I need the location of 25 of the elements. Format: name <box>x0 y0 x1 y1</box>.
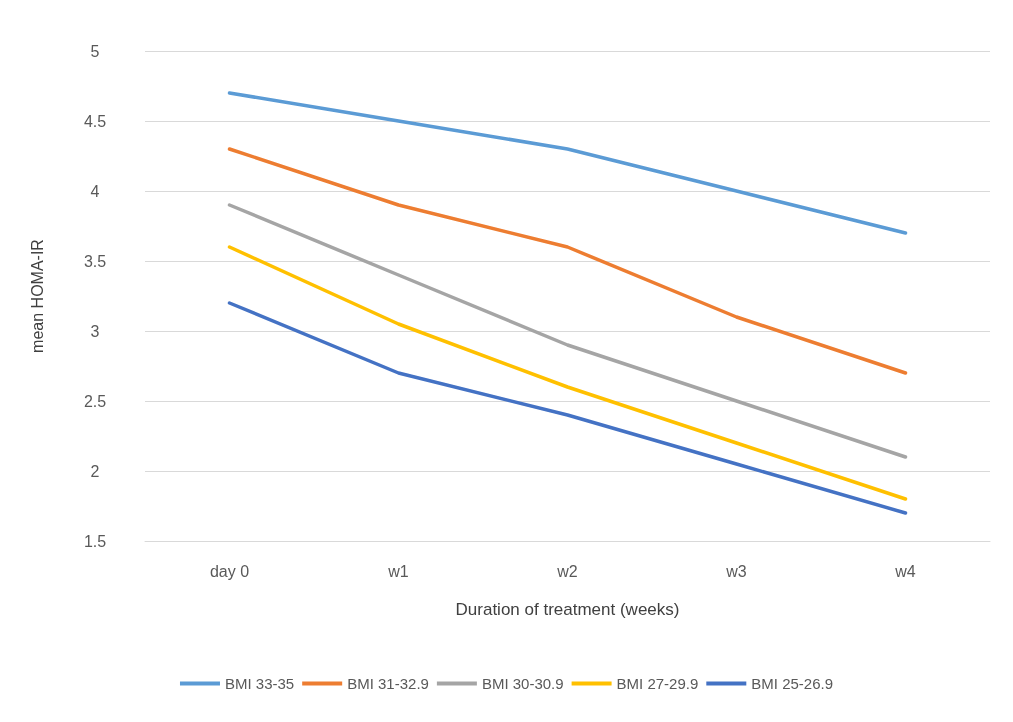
legend-label: BMI 30-30.9 <box>481 675 564 692</box>
x-tick-label: w2 <box>556 562 578 580</box>
x-tick-label: day 0 <box>209 562 250 580</box>
line-series <box>227 91 908 235</box>
x-axis-title: Duration of treatment (weeks) <box>455 600 680 619</box>
x-tick-label: w1 <box>387 562 409 580</box>
legend-label: BMI 27-29.9 <box>616 675 699 692</box>
x-tick-label: w4 <box>894 562 916 580</box>
y-tick-label: 4.5 <box>83 112 107 130</box>
x-tick-label: w3 <box>725 562 747 580</box>
line-series <box>227 245 908 501</box>
line-series <box>227 203 908 459</box>
y-tick-label: 1.5 <box>83 532 107 550</box>
y-tick-label: 3.5 <box>83 252 107 270</box>
y-tick-label: 3 <box>90 322 100 340</box>
line-series <box>227 301 908 515</box>
legend-label: BMI 33-35 <box>224 675 295 692</box>
y-tick-label: 2.5 <box>83 392 107 410</box>
y-tick-label: 2 <box>90 462 100 480</box>
legend-label: BMI 31-32.9 <box>347 675 429 692</box>
legend-label: BMI 25-26.9 <box>751 675 834 692</box>
line-series <box>227 147 908 375</box>
y-axis-title: mean HOMA-IR <box>28 239 46 353</box>
y-tick-label: 5 <box>90 42 100 60</box>
y-tick-label: 4 <box>90 182 100 200</box>
